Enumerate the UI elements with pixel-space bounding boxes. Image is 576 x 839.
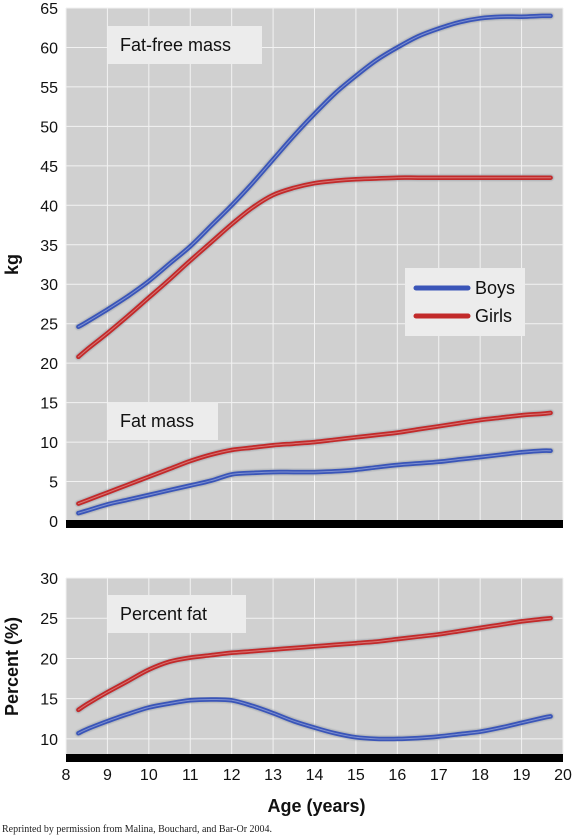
x-tick-label: 18 [471,767,489,784]
percent-panel-y-tick-label: 10 [40,732,58,749]
x-tick-label: 8 [62,767,71,784]
legend-box [405,268,525,336]
label-fat-mass: Fat mass [120,411,194,431]
mass-panel-y-tick-label: 40 [40,198,58,215]
mass-panel-y-tick-label: 65 [40,1,58,18]
mass-panel-baseline [66,520,563,528]
mass-panel-y-tick-label: 5 [49,475,58,492]
x-tick-label: 12 [223,767,241,784]
percent-panel-boys-percent-fat-line [76,697,553,742]
percent-panel-y-tick-label: 15 [40,692,58,709]
mass-panel-y-tick-label: 10 [40,435,58,452]
legend-label-girls: Girls [475,306,512,326]
mass-panel-boys-fat-mass-line-highlight [77,450,552,514]
label-fat-free-mass-box [108,26,262,64]
label-percent-fat-box [108,595,246,633]
x-axis-title: Age (years) [267,796,365,816]
percent-panel-girls-percent-fat-line [76,615,553,713]
x-tick-label: 15 [347,767,365,784]
x-tick-label: 14 [306,767,324,784]
percent-panel-y-tick-label: 25 [40,611,58,628]
x-tick-label: 17 [430,767,448,784]
x-tick-label: 11 [182,767,199,784]
mass-panel-girls-fat-mass-line-highlight [77,412,552,505]
mass-panel-boys-fat-free-mass-line [76,13,553,330]
mass-panel-y-tick-label: 30 [40,277,58,294]
x-tick-label: 20 [554,767,572,784]
mass-panel-boys-fat-mass-line [76,448,553,516]
mass-panel-y-tick-label: 60 [40,40,58,57]
mass-panel-girls-fat-free-mass-line-highlight [77,177,552,358]
percent-panel-girls-percent-fat-line-highlight [77,617,552,711]
label-fat-free-mass: Fat-free mass [120,35,231,55]
label-percent-fat: Percent fat [120,604,207,624]
mass-panel-y-tick-label: 45 [40,159,58,176]
legend-label-boys: Boys [475,278,515,298]
credit-text: Reprinted by permission from Malina, Bou… [2,824,273,835]
percent-panel-y-tick-label: 20 [40,651,58,668]
percent-panel-y-axis-title: Percent (%) [2,617,22,716]
mass-panel-y-tick-label: 25 [40,317,58,334]
mass-panel-girls-fat-mass-line [76,410,553,506]
x-tick-label: 9 [103,767,112,784]
mass-panel-y-tick-label: 20 [40,356,58,373]
mass-panel-y-tick-label: 55 [40,80,58,97]
mass-panel-boys-fat-free-mass-line-highlight [77,15,552,328]
mass-panel-y-axis-title: kg [2,254,22,275]
x-tick-label: 10 [140,767,158,784]
percent-panel-baseline [66,754,563,762]
mass-panel-y-tick-label: 50 [40,119,58,136]
label-fat-mass-box [108,402,218,440]
mass-panel-y-tick-label: 15 [40,396,58,413]
percent-panel-y-tick-label: 30 [40,571,58,588]
mass-panel-y-tick-label: 0 [49,514,58,531]
mass-panel-y-tick-label: 35 [40,238,58,255]
mass-panel-girls-fat-free-mass-line [76,175,553,360]
x-tick-label: 13 [264,767,282,784]
percent-panel-boys-percent-fat-line-highlight [77,698,552,740]
x-tick-label: 19 [513,767,531,784]
x-tick-label: 16 [388,767,406,784]
